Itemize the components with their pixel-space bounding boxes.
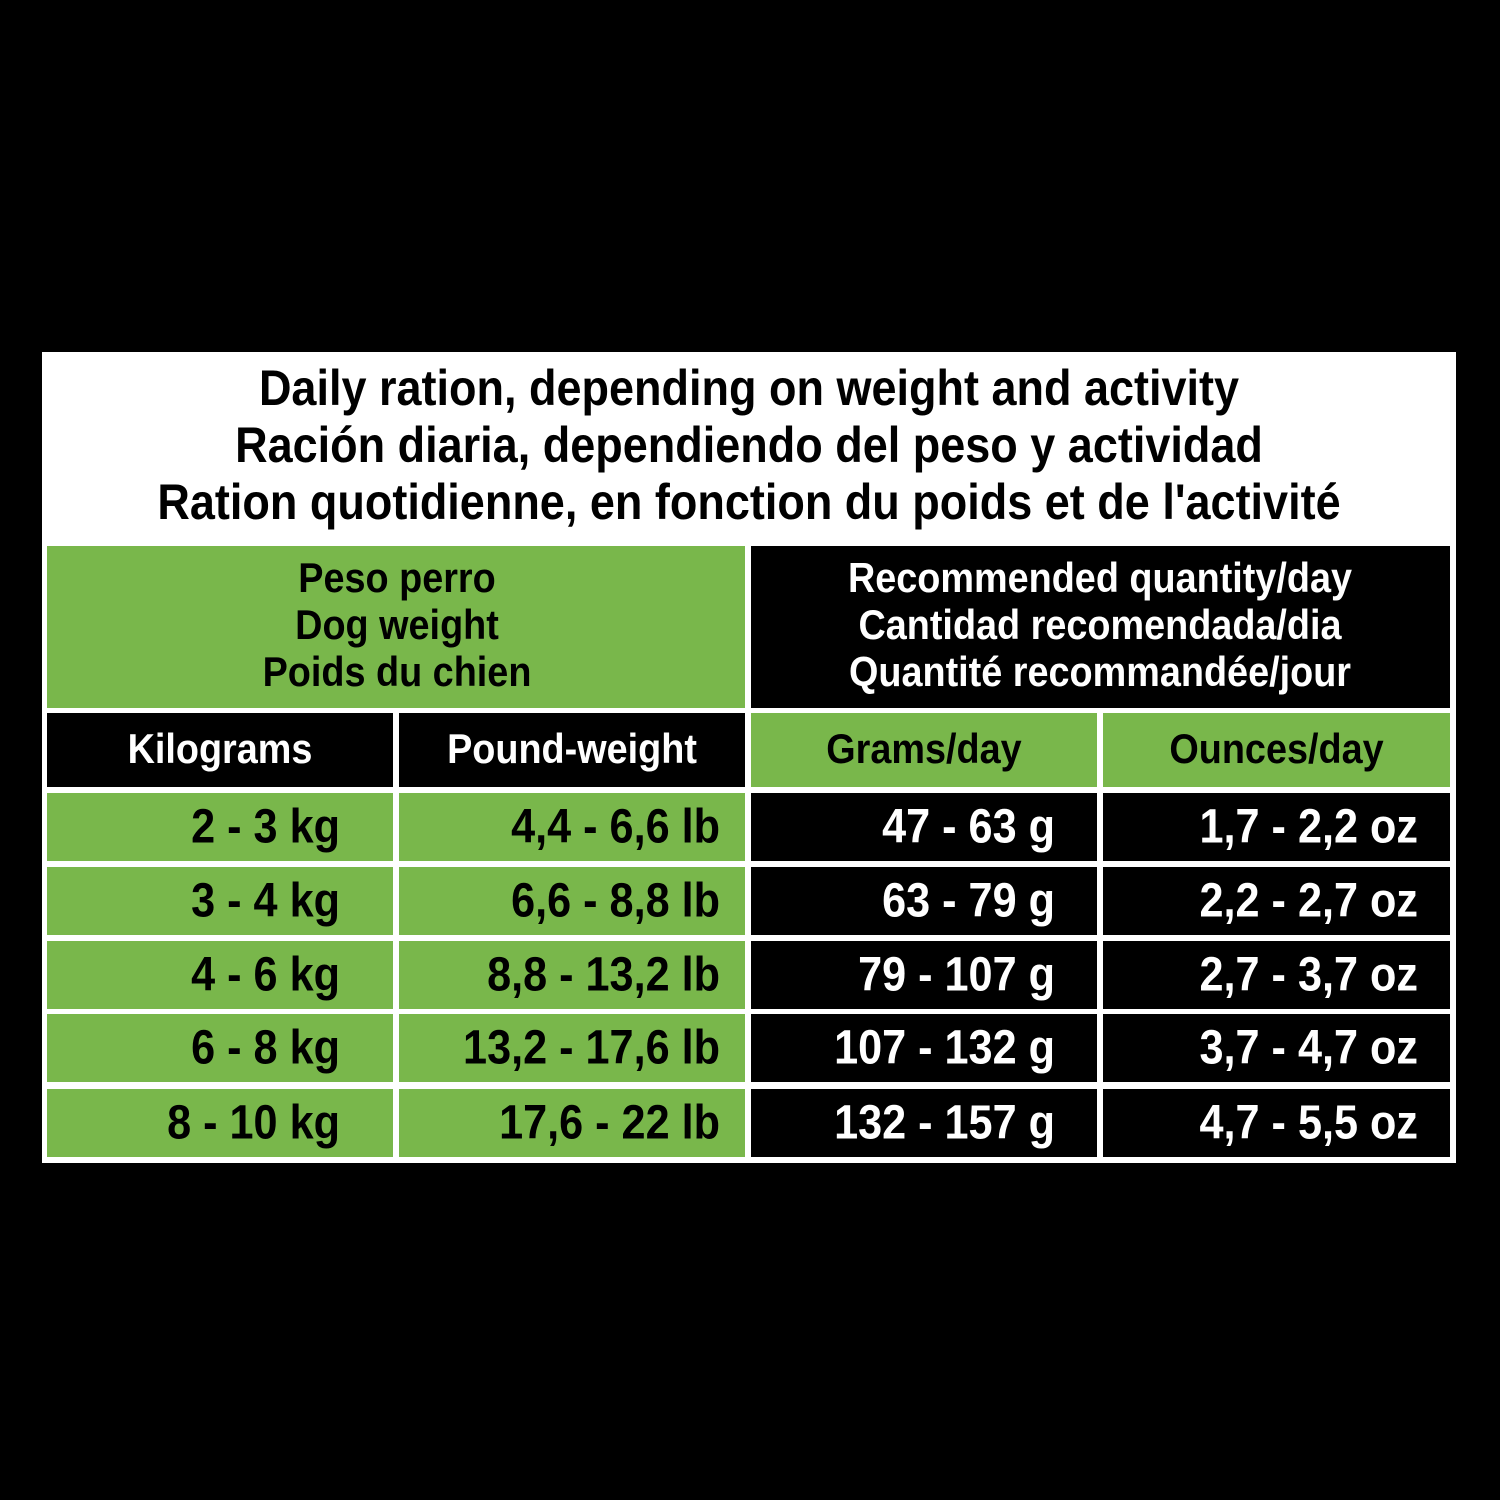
column-header: Pound-weight bbox=[447, 725, 697, 772]
title-line: Ración diaria, dependiendo del peso y ac… bbox=[235, 417, 1263, 473]
cell-text: 2,7 - 3,7 oz bbox=[1200, 949, 1418, 1002]
header-cell bbox=[47, 546, 745, 708]
cell bbox=[1103, 793, 1450, 861]
cell bbox=[47, 941, 393, 1009]
cell-text: 4,7 - 5,5 oz bbox=[1200, 1097, 1418, 1150]
header-line: Peso perro bbox=[298, 554, 495, 601]
cell bbox=[751, 793, 1097, 861]
cell-text: 2,2 - 2,7 oz bbox=[1200, 875, 1418, 928]
cell-text: 79 - 107 g bbox=[858, 949, 1055, 1002]
cell bbox=[751, 867, 1097, 935]
cell-text: 8 - 10 kg bbox=[167, 1097, 340, 1150]
cell-text: 3 - 4 kg bbox=[191, 875, 340, 928]
cell bbox=[399, 867, 745, 935]
cell bbox=[1103, 1014, 1450, 1082]
cell-text: 17,6 - 22 lb bbox=[499, 1097, 720, 1150]
cell-text: 132 - 157 g bbox=[834, 1097, 1055, 1150]
cell-text: 8,8 - 13,2 lb bbox=[487, 949, 720, 1002]
cell-text: 6,6 - 8,8 lb bbox=[511, 875, 720, 928]
cell bbox=[47, 793, 393, 861]
column-header-cell bbox=[47, 713, 393, 787]
cell bbox=[751, 1089, 1097, 1157]
cell-text: 13,2 - 17,6 lb bbox=[463, 1022, 720, 1075]
cell bbox=[751, 1014, 1097, 1082]
cell-text: 6 - 8 kg bbox=[191, 1022, 340, 1075]
cell-text: 2 - 3 kg bbox=[191, 801, 340, 854]
column-header: Grams/day bbox=[826, 725, 1022, 772]
header-line: Dog weight bbox=[295, 601, 499, 648]
cell bbox=[399, 1089, 745, 1157]
title-line: Daily ration, depending on weight and ac… bbox=[259, 360, 1239, 416]
cell bbox=[399, 793, 745, 861]
column-header-cell bbox=[1103, 713, 1450, 787]
cell-text: 107 - 132 g bbox=[834, 1022, 1055, 1075]
cell-text: 4,4 - 6,6 lb bbox=[511, 801, 720, 854]
header-line: Poids du chien bbox=[263, 648, 532, 695]
cell-text: 4 - 6 kg bbox=[191, 949, 340, 1002]
cell bbox=[47, 867, 393, 935]
cell-text: 1,7 - 2,2 oz bbox=[1200, 801, 1418, 854]
cell bbox=[399, 941, 745, 1009]
column-header: Kilograms bbox=[128, 725, 313, 772]
column-header: Ounces/day bbox=[1169, 725, 1384, 772]
header-line: Cantidad recomendada/dia bbox=[858, 601, 1342, 648]
cell-text: 47 - 63 g bbox=[882, 801, 1055, 854]
cell bbox=[47, 1014, 393, 1082]
cell bbox=[399, 1014, 745, 1082]
column-header-cell bbox=[399, 713, 745, 787]
title-line: Ration quotidienne, en fonction du poids… bbox=[157, 474, 1340, 530]
cell bbox=[1103, 941, 1450, 1009]
header-cell bbox=[751, 546, 1450, 708]
cell bbox=[47, 1089, 393, 1157]
header-line: Recommended quantity/day bbox=[848, 554, 1353, 601]
cell bbox=[1103, 1089, 1450, 1157]
column-header-cell bbox=[751, 713, 1097, 787]
cell bbox=[1103, 867, 1450, 935]
cell bbox=[751, 941, 1097, 1009]
header-line: Quantité recommandée/jour bbox=[849, 648, 1351, 695]
cell-text: 63 - 79 g bbox=[882, 875, 1055, 928]
cell-text: 3,7 - 4,7 oz bbox=[1200, 1022, 1418, 1075]
